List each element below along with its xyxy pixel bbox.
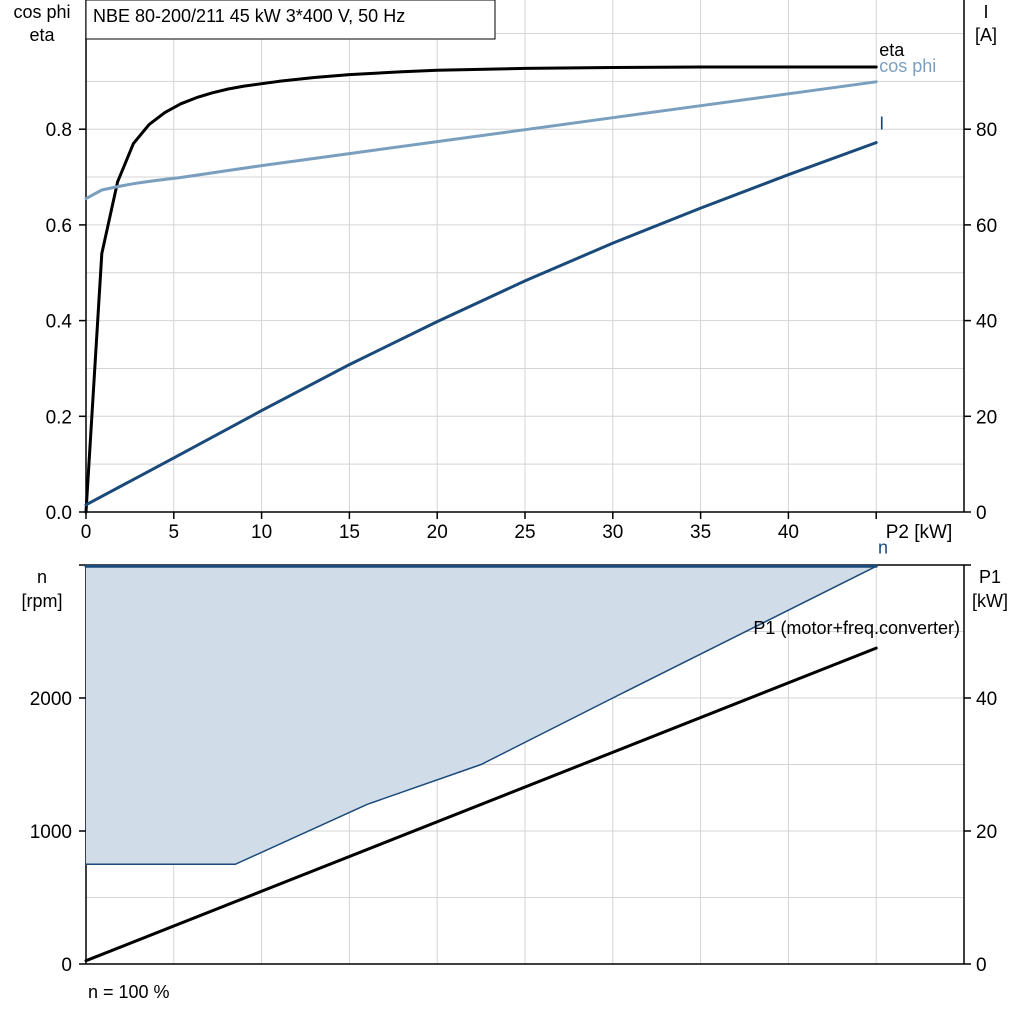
x-tick-label: 5 <box>169 522 180 543</box>
operating-area-lower-bound <box>86 565 877 866</box>
title-box <box>85 0 496 40</box>
series-i-label: I <box>879 114 884 134</box>
y-left-axis-title-line1: cos phi <box>13 2 70 22</box>
series-i-line <box>84 141 878 507</box>
y-right-tick-label: 40 <box>976 312 997 333</box>
y-right-tick-label: 20 <box>976 822 997 843</box>
y-left-tick-label: 0.4 <box>46 312 73 333</box>
y-left-tick-label: 0.2 <box>46 407 72 428</box>
series-p1-motor-freq-converter-line <box>84 646 878 963</box>
series-eta-line <box>84 65 878 514</box>
y-left-axis-title-line1: n <box>37 567 47 587</box>
y-left-tick-label: 0.8 <box>46 120 72 141</box>
y-left-axis-title-line2: [rpm] <box>21 591 62 611</box>
series-cos-phi-label: cos phi <box>879 56 936 76</box>
series-p1-label: P1 (motor+freq.converter) <box>753 618 960 638</box>
chart-title: NBE 80-200/211 45 kW 3*400 V, 50 Hz <box>93 6 405 26</box>
y-right-tick-label: 0 <box>976 955 987 976</box>
y-left-tick-label: 0.0 <box>46 503 72 524</box>
x-tick-label: 20 <box>427 522 448 543</box>
y-right-axis-title-line2: [A] <box>975 25 997 45</box>
series-n-label: n <box>878 537 888 557</box>
x-tick-label: 35 <box>690 522 711 543</box>
x-tick-label: 10 <box>251 522 272 543</box>
y-left-tick-label: 1000 <box>30 822 72 843</box>
x-tick-label: 30 <box>602 522 623 543</box>
y-right-tick-label: 20 <box>976 407 997 428</box>
operating-area-fill <box>86 566 877 865</box>
y-right-tick-label: 80 <box>976 120 997 141</box>
y-left-tick-label: 2000 <box>30 689 72 710</box>
y-right-axis-title-line1: I <box>983 2 988 22</box>
y-right-tick-label: 60 <box>976 216 997 237</box>
x-tick-label: 40 <box>778 522 799 543</box>
y-left-axis-title-line2: eta <box>29 25 55 45</box>
y-left-tick-label: 0.6 <box>46 216 72 237</box>
y-right-axis-title-line2: [kW] <box>972 591 1008 611</box>
footnote-speed: n = 100 % <box>88 982 170 1002</box>
y-right-tick-label: 40 <box>976 689 997 710</box>
y-left-tick-label: 0 <box>61 955 72 976</box>
x-tick-label: 25 <box>514 522 535 543</box>
x-tick-label: 0 <box>81 522 92 543</box>
y-right-tick-label: 0 <box>976 503 987 524</box>
x-axis-title: P2 [kW] <box>886 522 953 543</box>
x-tick-label: 15 <box>339 522 360 543</box>
y-right-axis-title-line1: P1 <box>979 567 1001 587</box>
series-cos-phi-line <box>84 80 878 201</box>
series-eta-label: eta <box>879 40 905 60</box>
